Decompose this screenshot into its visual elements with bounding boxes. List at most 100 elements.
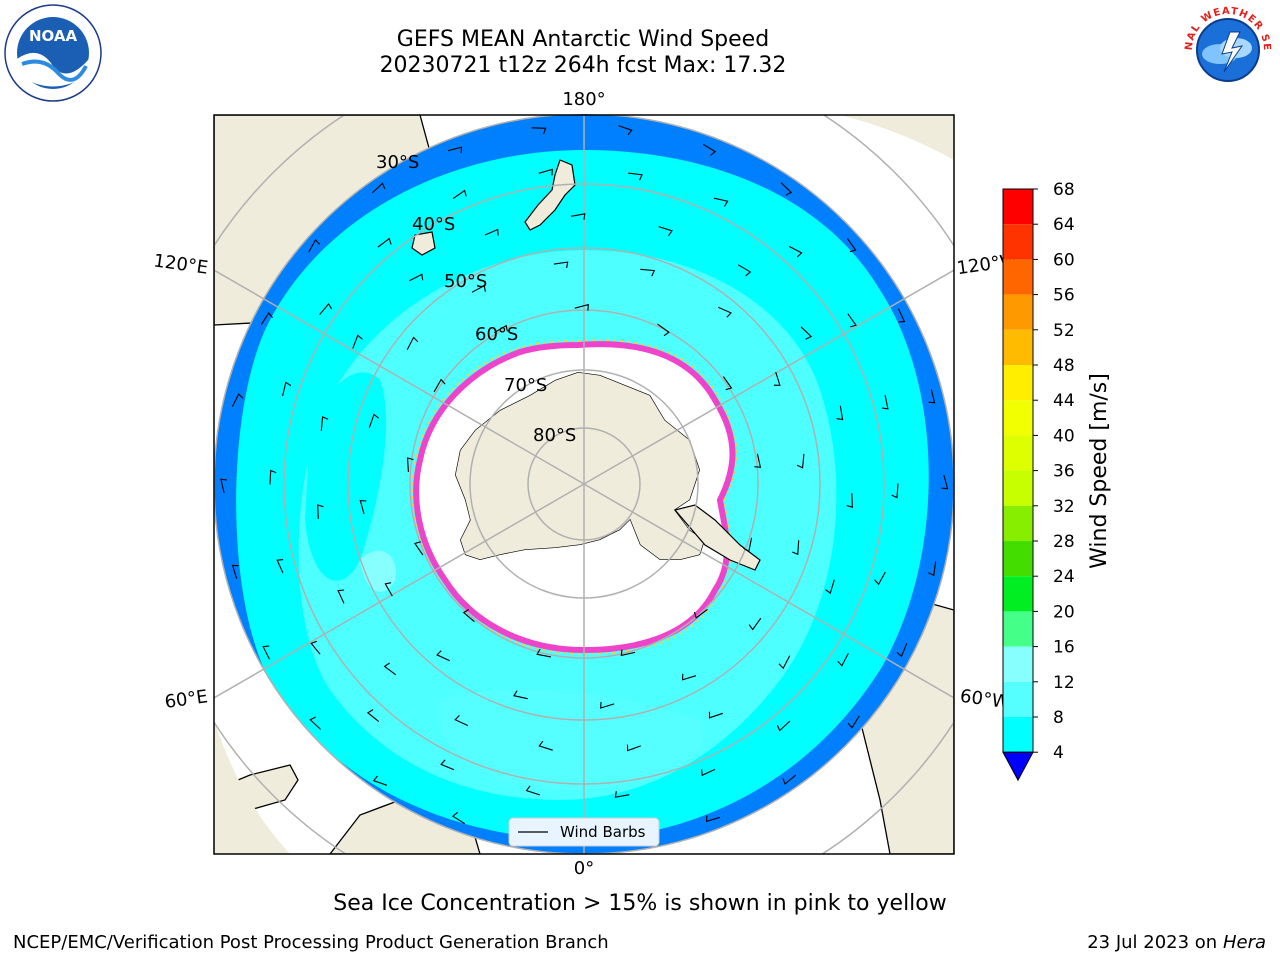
colorbar-label: Wind Speed [m/s] bbox=[1087, 373, 1112, 569]
wind-barb bbox=[836, 405, 844, 421]
wind-barb bbox=[896, 643, 908, 658]
footer-machine: Hera bbox=[1222, 932, 1266, 953]
colorbar-tick-label: 32 bbox=[1053, 497, 1075, 517]
lon-label-top: 180° bbox=[562, 89, 605, 110]
wind-barb bbox=[553, 261, 569, 269]
wind-barb bbox=[657, 323, 670, 337]
wind-barb bbox=[891, 483, 899, 499]
wind-barb bbox=[928, 561, 937, 577]
colorbar-segment bbox=[1003, 329, 1033, 365]
wind-band-patch-south bbox=[438, 689, 704, 790]
wind-barb bbox=[320, 416, 329, 431]
wind-barb bbox=[682, 673, 697, 681]
lon-label-upper-left: 120°E bbox=[152, 250, 209, 278]
wind-barb bbox=[260, 312, 273, 325]
wind-barb bbox=[231, 564, 239, 579]
wind-barb bbox=[640, 268, 656, 277]
wind-barb bbox=[658, 226, 673, 237]
lat-label-70s: 70°S bbox=[504, 375, 547, 396]
lat-label-50s: 50°S bbox=[444, 271, 487, 292]
wind-barb bbox=[737, 264, 752, 277]
wind-barb bbox=[780, 182, 793, 196]
wind-barb bbox=[706, 815, 721, 823]
lat-label-60s: 60°S bbox=[475, 324, 518, 345]
colorbar-tick-label: 60 bbox=[1053, 250, 1075, 270]
wind-barb bbox=[620, 649, 636, 657]
wind-barb bbox=[796, 453, 805, 469]
wind-barb bbox=[447, 146, 463, 154]
wind-barb bbox=[898, 308, 906, 323]
wind-barb bbox=[538, 740, 553, 751]
wind-barb bbox=[846, 238, 857, 253]
wind-barb bbox=[536, 648, 552, 658]
colorbar-extend-triangle bbox=[1002, 751, 1034, 782]
colorbar-tick-label: 52 bbox=[1053, 321, 1075, 341]
wind-barb bbox=[928, 389, 936, 404]
wind-barb bbox=[574, 303, 589, 311]
wind-barb bbox=[792, 540, 800, 556]
lat-label-40s: 40°S bbox=[412, 214, 455, 235]
wind-barbs bbox=[220, 125, 949, 844]
wind-barb bbox=[452, 189, 467, 200]
footer-date: 23 Jul 2023 on bbox=[1087, 932, 1218, 953]
wind-barb bbox=[352, 334, 363, 349]
wind-barb bbox=[414, 541, 424, 556]
wind-band-patch-west bbox=[305, 372, 387, 581]
colorbar-segment bbox=[1003, 611, 1033, 647]
land-nw-corner bbox=[214, 720, 290, 854]
colorbar-segment bbox=[1003, 435, 1033, 471]
wind-barb bbox=[309, 716, 321, 730]
footer-left: NCEP/EMC/Verification Post Processing Pr… bbox=[13, 932, 609, 953]
colorbar-tick-label: 36 bbox=[1053, 462, 1075, 482]
colorbar-tick-label: 28 bbox=[1053, 532, 1075, 552]
caption: Sea Ice Concentration > 15% is shown in … bbox=[333, 891, 947, 916]
wind-barb bbox=[525, 785, 540, 796]
noaa-logo-text: NOAA bbox=[29, 27, 78, 45]
colorbar-tick-label: 56 bbox=[1053, 286, 1075, 306]
wind-barb bbox=[773, 371, 781, 386]
wind-barb bbox=[614, 791, 630, 798]
lat-label-30s: 30°S bbox=[376, 152, 419, 173]
colorbar-tick-label: 24 bbox=[1053, 567, 1075, 587]
wind-barb bbox=[717, 306, 732, 318]
wind-barb bbox=[383, 662, 397, 676]
wind-barb bbox=[846, 493, 853, 508]
wind-barb bbox=[317, 504, 324, 520]
noaa-logo: NOAA bbox=[4, 4, 102, 102]
wind-barb bbox=[778, 655, 791, 670]
wind-barb bbox=[269, 469, 277, 485]
colorbar-tick-label: 44 bbox=[1053, 391, 1075, 411]
wind-barb bbox=[600, 701, 615, 709]
wind-barb bbox=[788, 245, 803, 258]
colorbar-segment bbox=[1003, 259, 1033, 295]
wind-barb bbox=[782, 774, 797, 785]
colorbar: 68 64 60 56 52 48 44 40 36 32 28 24 20 16 12 8 4 bbox=[1002, 180, 1075, 782]
wind-barb bbox=[220, 478, 227, 494]
wind-barb bbox=[513, 690, 528, 700]
wind-barb bbox=[837, 653, 849, 667]
nws-logo: NATIONAL WEATHER SERVICE bbox=[1180, 2, 1274, 96]
wind-barb bbox=[436, 650, 451, 662]
colorbar-segment bbox=[1003, 576, 1033, 612]
wind-barb bbox=[407, 457, 414, 473]
land-tasmania bbox=[411, 231, 436, 256]
colorbar-segment bbox=[1003, 189, 1033, 225]
wind-barb bbox=[371, 182, 386, 194]
wind-barb bbox=[276, 559, 284, 574]
wind-barb bbox=[366, 709, 380, 723]
wind-barb bbox=[571, 213, 586, 220]
wind-barb bbox=[708, 711, 723, 719]
wind-barb bbox=[484, 228, 499, 236]
wind-barb bbox=[384, 582, 393, 597]
land-antarctic-peninsula bbox=[673, 504, 761, 571]
colorbar-segment bbox=[1003, 365, 1033, 401]
colorbar-tick-label: 64 bbox=[1053, 215, 1075, 235]
land-new-zealand bbox=[524, 159, 576, 231]
wind-barb bbox=[874, 571, 886, 586]
land-ne-corner bbox=[840, 115, 954, 160]
wind-barb bbox=[626, 744, 641, 752]
colorbar-segment bbox=[1003, 541, 1033, 577]
wind-barb bbox=[538, 168, 553, 176]
colorbar-tick-label: 12 bbox=[1053, 673, 1075, 693]
